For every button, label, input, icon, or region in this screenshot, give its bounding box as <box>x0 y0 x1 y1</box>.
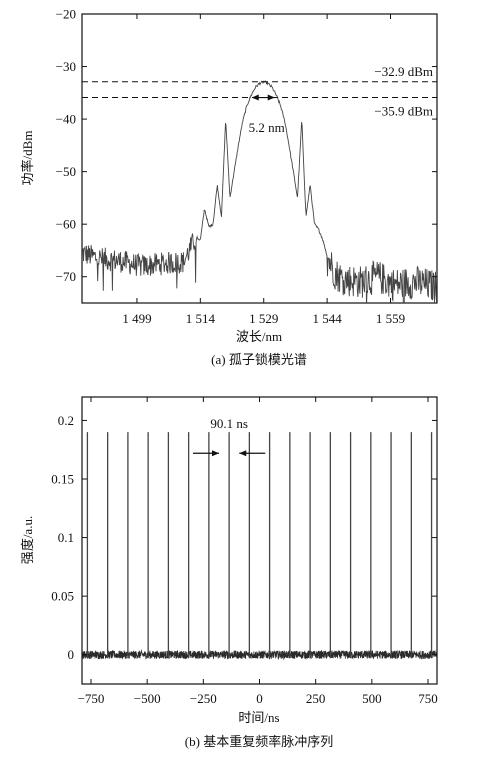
pulse-x-tick-label: 500 <box>362 691 382 706</box>
pulse-y-axis-label: 强度/a.u. <box>20 516 35 564</box>
spectrum-x-axis-label: 波长/nm <box>236 329 282 344</box>
pulse-x-axis-label: 时间/ns <box>238 710 279 725</box>
spectrum-y-tick-label: −20 <box>56 7 76 22</box>
pulse-y-tick-label: 0 <box>68 647 75 662</box>
period-label: 90.1 ns <box>210 416 248 431</box>
spectrum-series-line <box>82 80 437 303</box>
pulse-trace-group <box>82 432 437 661</box>
spectrum-caption: (a) 孤子锁模光谱 <box>211 352 307 367</box>
spectrum-y-axis-label: 功率/dBm <box>20 131 35 186</box>
pulse-x-tick-label: −750 <box>78 691 105 706</box>
spectrum-plot-frame <box>81 13 438 304</box>
peak-level-label: −32.9 dBm <box>374 64 433 79</box>
spectrum-y-tick-label: −70 <box>56 269 76 284</box>
spectrum-x-tick-label: 1 499 <box>122 311 151 326</box>
pulse-x-tick-label: 250 <box>306 691 326 706</box>
spectrum-x-tick-label: 1 529 <box>249 311 278 326</box>
spectrum-chart: 1 499 1 514 1 529 1 544 1 559 −20 −30 −40 −50 −60… <box>20 7 438 367</box>
pulse-x-tick-label: −500 <box>134 691 161 706</box>
pulse-x-tick-label: −250 <box>190 691 217 706</box>
pulse-y-tick-label: 0.1 <box>58 530 74 545</box>
half-power-label: −35.9 dBm <box>374 104 433 119</box>
spectrum-x-tick-label: 1 544 <box>312 311 342 326</box>
pulse-x-tick-label: 750 <box>418 691 438 706</box>
pulse-plot-frame <box>81 396 438 685</box>
spectrum-trace-group <box>82 80 437 303</box>
bandwidth-label: 5.2 nm <box>249 120 285 135</box>
pulse-x-tick-label: 0 <box>256 691 263 706</box>
pulse-y-tick-label: 0.15 <box>51 472 74 487</box>
spectrum-x-tick-label: 1 559 <box>376 311 405 326</box>
spectrum-y-tick-label: −50 <box>56 164 76 179</box>
pulse-caption: (b) 基本重复频率脉冲序列 <box>185 734 333 749</box>
pulse-train-chart: −750 −500 −250 0 250 500 750 0 0.05 0.1 0.15 0.2 90… <box>20 396 438 749</box>
pulse-y-tick-label: 0.2 <box>58 413 74 428</box>
pulse-y-tick-label: 0.05 <box>51 589 74 604</box>
spectrum-x-tick-label: 1 514 <box>186 311 216 326</box>
spectrum-y-tick-label: −40 <box>56 112 76 127</box>
spectrum-y-tick-label: −60 <box>56 217 76 232</box>
pulse-noise-floor <box>82 649 437 661</box>
spectrum-y-tick-label: −30 <box>56 59 76 74</box>
